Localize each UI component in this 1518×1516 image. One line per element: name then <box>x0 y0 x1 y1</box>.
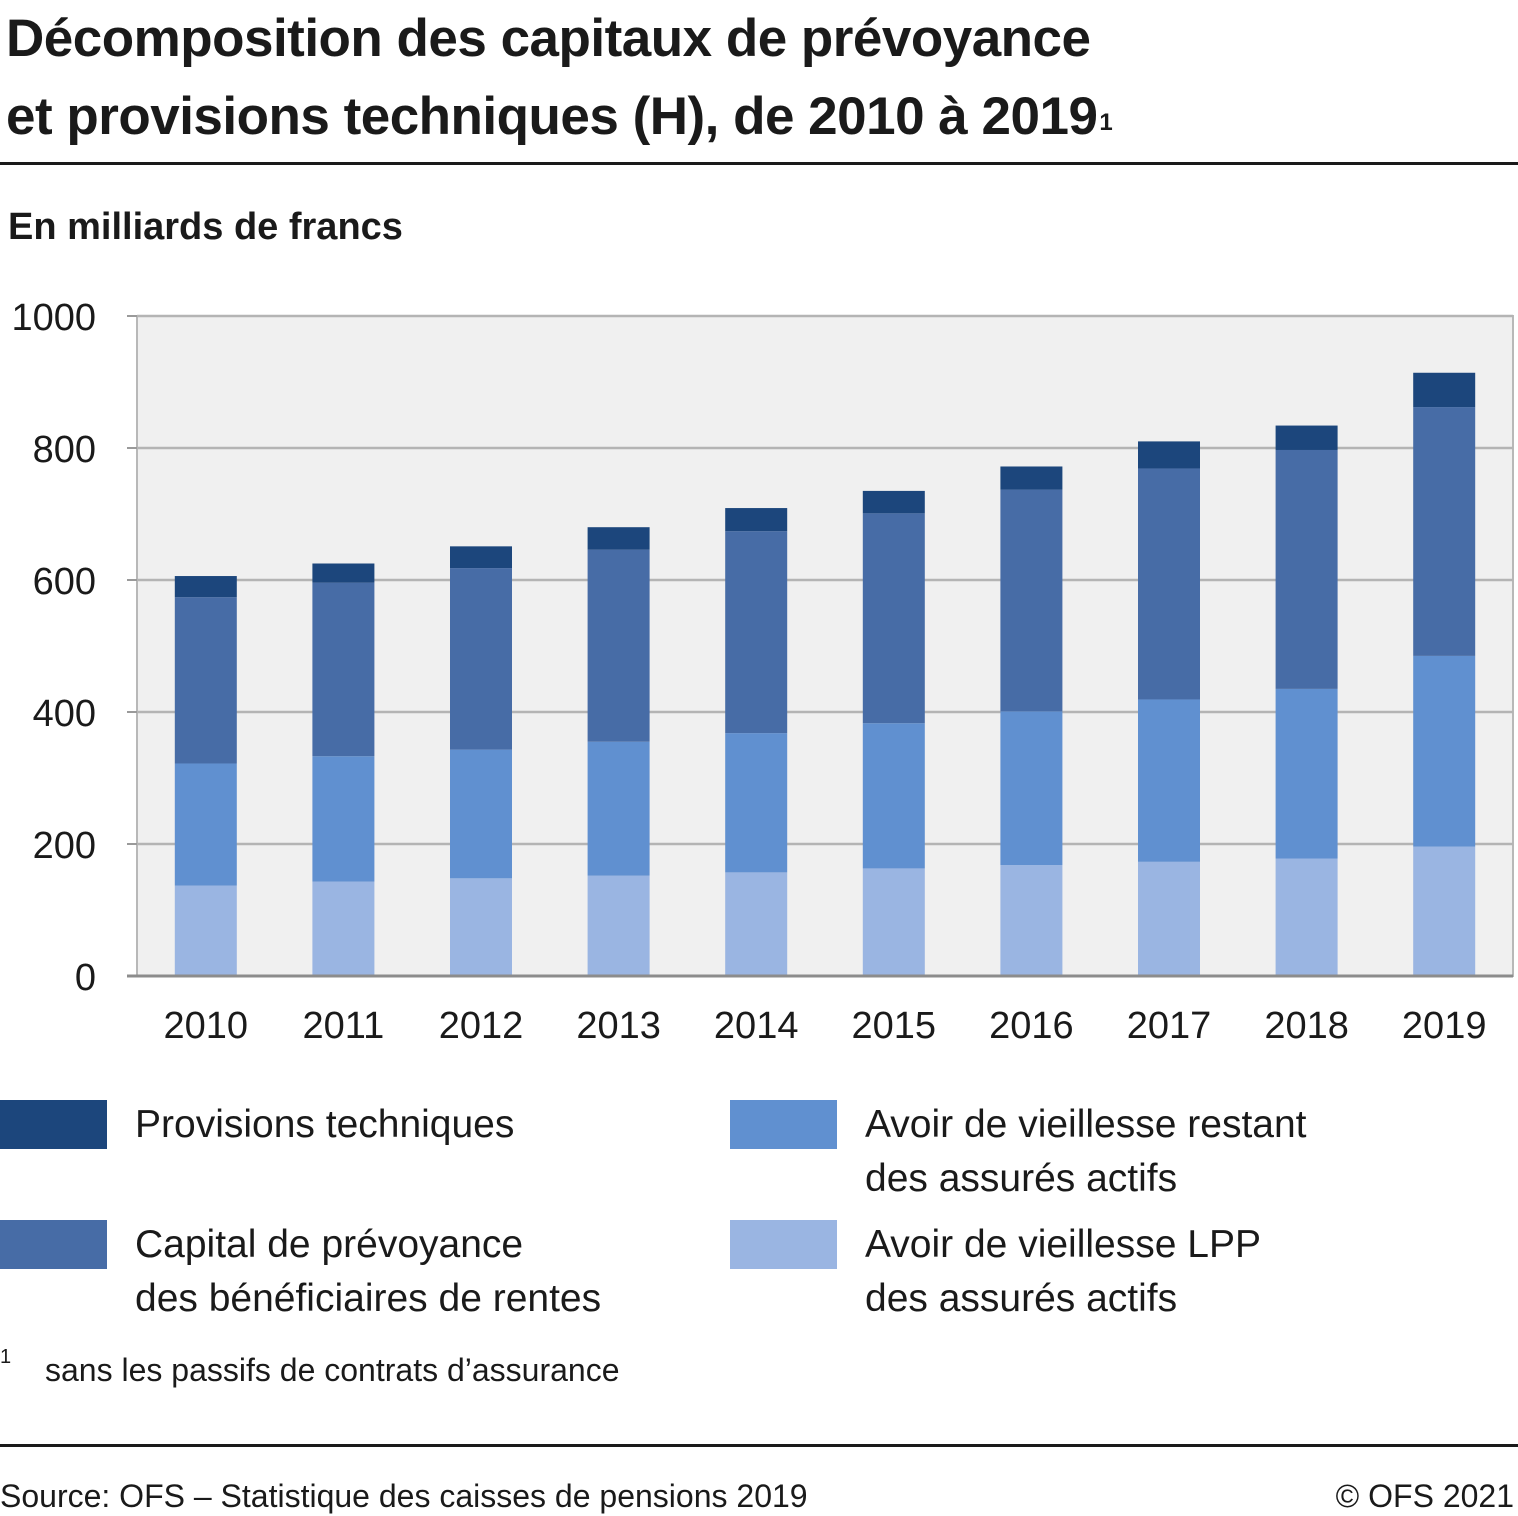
bar-2014-avoir-de-vieillesse-lpp-des-assures-actifs <box>725 872 788 976</box>
bar-2016-capital-de-prevoyance-des-beneficiaires-de-rentes <box>1000 489 1063 712</box>
bar-2011-avoir-de-vieillesse-restant-des-assures-actifs <box>312 756 375 882</box>
bar-2019-capital-de-prevoyance-des-beneficiaires-de-rentes <box>1413 407 1476 656</box>
bar-2012-capital-de-prevoyance-des-beneficiaires-de-rentes <box>450 568 512 750</box>
bar-2019-avoir-de-vieillesse-lpp-des-assures-actifs <box>1413 846 1476 976</box>
y-tick-label-0: 0 <box>75 957 96 999</box>
bar-2013-avoir-de-vieillesse-restant-des-assures-actifs <box>587 741 650 876</box>
bar-2018-capital-de-prevoyance-des-beneficiaires-de-rentes <box>1275 449 1338 689</box>
footnote-mark: 1 <box>0 1346 12 1368</box>
bar-2011-provisions-techniques <box>312 563 375 583</box>
bar-2019-provisions-techniques <box>1413 372 1476 408</box>
bar-2018-avoir-de-vieillesse-lpp-des-assures-actifs <box>1275 858 1338 976</box>
legend-swatch-capital-prevoyance <box>0 1220 107 1269</box>
source-note: Source: OFS – Statistique des caisses de… <box>0 1478 808 1514</box>
x-tick-label-2016: 2016 <box>989 1005 1074 1047</box>
y-tick-label-1000: 1000 <box>11 297 96 339</box>
y-tick-label-800: 800 <box>33 429 96 471</box>
x-tick-label-2012: 2012 <box>439 1005 524 1047</box>
title-divider <box>0 162 1518 165</box>
copyright-note: © OFS 2021 <box>1335 1478 1514 1514</box>
bar-2015-provisions-techniques <box>862 490 925 514</box>
bar-2012-avoir-de-vieillesse-lpp-des-assures-actifs <box>450 878 512 976</box>
bar-2012-avoir-de-vieillesse-restant-des-assures-actifs <box>450 749 512 879</box>
legend-label-capital-prevoyance: Capital de prévoyance des bénéficiaires … <box>135 1223 602 1320</box>
bar-2017-provisions-techniques <box>1138 441 1200 469</box>
bar-2014-avoir-de-vieillesse-restant-des-assures-actifs <box>725 733 788 873</box>
bar-2010-avoir-de-vieillesse-restant-des-assures-actifs <box>174 763 237 886</box>
bar-2015-capital-de-prevoyance-des-beneficiaires-de-rentes <box>862 513 925 724</box>
bar-2014-provisions-techniques <box>725 508 788 532</box>
y-tick-label-400: 400 <box>33 693 96 735</box>
title-footnote-mark: 1 <box>1099 109 1113 136</box>
bar-2011-avoir-de-vieillesse-lpp-des-assures-actifs <box>312 881 375 976</box>
footer-divider <box>0 1444 1518 1447</box>
bar-2010-avoir-de-vieillesse-lpp-des-assures-actifs <box>174 885 237 976</box>
x-tick-label-2010: 2010 <box>164 1005 249 1047</box>
bar-2018-provisions-techniques <box>1275 425 1338 450</box>
bar-2016-avoir-de-vieillesse-restant-des-assures-actifs <box>1000 711 1063 866</box>
legend-swatch-avoir-lpp <box>730 1220 837 1269</box>
x-tick-label-2014: 2014 <box>714 1005 799 1047</box>
bar-2016-provisions-techniques <box>1000 466 1063 490</box>
legend-item-avoir-restant: Avoir de vieillesse restant des assurés … <box>730 1100 1307 1206</box>
legend-item-capital-prevoyance: Capital de prévoyance des bénéficiaires … <box>0 1220 601 1326</box>
footnote-text: sans les passifs de contrats d’assurance <box>45 1352 620 1388</box>
chart-title: Décomposition des capitaux de prévoyance… <box>6 0 1486 156</box>
legend-swatch-avoir-restant <box>730 1100 837 1149</box>
bar-2010-capital-de-prevoyance-des-beneficiaires-de-rentes <box>174 597 237 764</box>
bar-2015-avoir-de-vieillesse-lpp-des-assures-actifs <box>862 868 925 976</box>
bar-2017-avoir-de-vieillesse-restant-des-assures-actifs <box>1138 699 1200 862</box>
x-tick-label-2013: 2013 <box>576 1005 661 1047</box>
x-tick-label-2015: 2015 <box>852 1005 937 1047</box>
bar-2016-avoir-de-vieillesse-lpp-des-assures-actifs <box>1000 865 1063 976</box>
legend-label-avoir-restant: Avoir de vieillesse restant des assurés … <box>865 1103 1307 1200</box>
chart-title-line-2: et provisions techniques (H), de 2010 à … <box>6 87 1098 146</box>
x-tick-label-2011: 2011 <box>303 1005 385 1047</box>
bar-2019-avoir-de-vieillesse-restant-des-assures-actifs <box>1413 655 1476 847</box>
bar-2013-avoir-de-vieillesse-lpp-des-assures-actifs <box>587 875 650 976</box>
bar-2013-provisions-techniques <box>587 527 650 550</box>
bar-2012-provisions-techniques <box>450 546 512 569</box>
bar-2010-provisions-techniques <box>174 576 237 598</box>
unit-label: En milliards de francs <box>8 206 403 248</box>
legend-swatch-provisions <box>0 1100 107 1149</box>
bar-2013-capital-de-prevoyance-des-beneficiaires-de-rentes <box>587 549 650 742</box>
bar-2011-capital-de-prevoyance-des-beneficiaires-de-rentes <box>312 582 375 757</box>
x-tick-label-2017: 2017 <box>1127 1005 1212 1047</box>
x-tick-label-2019: 2019 <box>1402 1005 1487 1047</box>
y-tick-label-200: 200 <box>33 825 96 867</box>
bar-2015-avoir-de-vieillesse-restant-des-assures-actifs <box>862 723 925 869</box>
bar-2018-avoir-de-vieillesse-restant-des-assures-actifs <box>1275 688 1338 859</box>
legend-label-provisions: Provisions techniques <box>135 1103 515 1146</box>
y-tick-label-600: 600 <box>33 561 96 603</box>
stacked-bar-chart: 0 200 400 600 800 1000 2010 2011 2012 2013 2014 201… <box>11 297 1514 1047</box>
x-tick-label-2018: 2018 <box>1264 1005 1349 1047</box>
legend-item-provisions: Provisions techniques <box>0 1100 514 1152</box>
legend-item-avoir-lpp: Avoir de vieillesse LPP des assurés acti… <box>730 1220 1261 1326</box>
bar-2014-capital-de-prevoyance-des-beneficiaires-de-rentes <box>725 531 788 734</box>
legend-label-avoir-lpp: Avoir de vieillesse LPP des assurés acti… <box>865 1223 1261 1320</box>
chart-title-line-1: Décomposition des capitaux de prévoyance <box>6 9 1091 68</box>
bar-2017-capital-de-prevoyance-des-beneficiaires-de-rentes <box>1138 468 1200 700</box>
bar-2017-avoir-de-vieillesse-lpp-des-assures-actifs <box>1138 861 1200 976</box>
